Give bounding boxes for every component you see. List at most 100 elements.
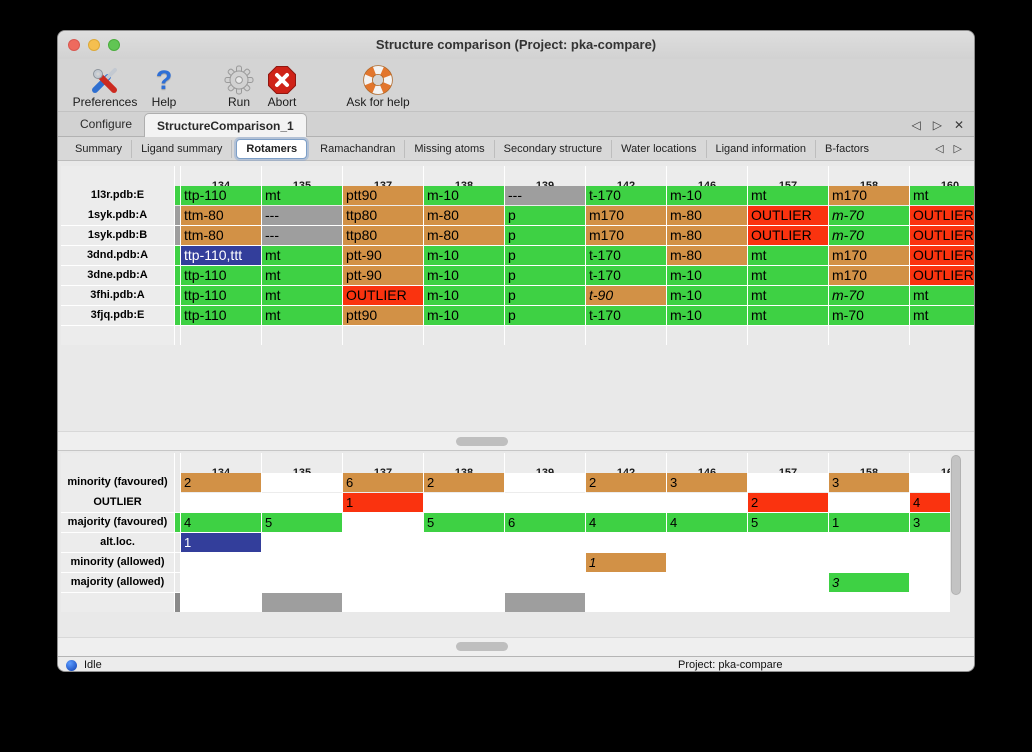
summary-cell[interactable] — [343, 513, 423, 532]
summary-cell[interactable]: 4 — [667, 513, 747, 532]
rotamer-cell[interactable]: p — [505, 266, 585, 285]
summary-cell[interactable] — [586, 493, 666, 512]
summary-cell[interactable] — [181, 573, 261, 592]
summary-cell[interactable]: 1 — [181, 533, 261, 552]
rotamer-cell[interactable]: t-170 — [586, 306, 666, 325]
summary-cell[interactable]: 2 — [424, 473, 504, 492]
subtab-ligand-summary[interactable]: Ligand summary — [132, 139, 233, 158]
row-label[interactable]: minority (favoured) — [61, 473, 174, 492]
rotamer-cell[interactable]: mt — [262, 266, 342, 285]
vertical-scrollbar[interactable] — [951, 455, 961, 631]
summary-cell[interactable] — [343, 573, 423, 592]
rotamer-cell[interactable]: m-80 — [667, 226, 747, 245]
minimize-window-button[interactable] — [88, 39, 100, 51]
rotamer-cell[interactable]: ttp-110 — [181, 186, 261, 205]
subtab-water-locations[interactable]: Water locations — [612, 139, 707, 158]
subtab-scroll-left-icon[interactable]: ◁ — [935, 143, 944, 155]
rotamer-cell[interactable]: mt — [910, 286, 974, 305]
rotamer-cell[interactable]: OUTLIER — [748, 206, 828, 225]
splitter-handle[interactable] — [456, 437, 508, 446]
rotamer-cell[interactable]: --- — [262, 206, 342, 225]
row-label[interactable]: minority (allowed) — [61, 553, 174, 572]
subtab-scroll-right-icon[interactable]: ▷ — [953, 143, 962, 155]
rotamer-cell[interactable]: m170 — [829, 186, 909, 205]
summary-cell[interactable] — [667, 493, 747, 512]
rotamer-cell[interactable]: OUTLIER — [343, 286, 423, 305]
rotamer-cell[interactable]: mt — [910, 306, 974, 325]
tab-scroll-right-icon[interactable]: ▷ — [932, 118, 942, 132]
summary-cell[interactable]: 3 — [667, 473, 747, 492]
tab-configure[interactable]: Configure — [68, 112, 144, 136]
summary-cell[interactable] — [667, 533, 747, 552]
rotamer-cell[interactable]: mt — [748, 286, 828, 305]
rotamer-cell[interactable]: t-90 — [586, 286, 666, 305]
pane-splitter[interactable] — [58, 431, 974, 451]
rotamer-cell[interactable]: mt — [748, 186, 828, 205]
rotamer-cell[interactable]: mt — [262, 186, 342, 205]
preferences-button[interactable]: Preferences — [66, 61, 144, 109]
rotamer-cell[interactable]: --- — [262, 226, 342, 245]
summary-cell[interactable] — [262, 493, 342, 512]
rotamer-cell[interactable]: OUTLIER — [910, 226, 974, 245]
rotamer-cell[interactable]: m170 — [829, 246, 909, 265]
rotamer-cell[interactable]: mt — [262, 306, 342, 325]
rotamer-cell[interactable]: m170 — [586, 206, 666, 225]
summary-cell[interactable] — [910, 473, 950, 492]
summary-cell[interactable]: 2 — [181, 473, 261, 492]
summary-cell[interactable] — [424, 533, 504, 552]
rotamer-cell[interactable]: p — [505, 246, 585, 265]
rotamer-cell[interactable]: p — [505, 306, 585, 325]
help-button[interactable]: ? Help — [144, 61, 184, 109]
summary-cell[interactable]: 1 — [829, 513, 909, 532]
rotamer-cell[interactable]: OUTLIER — [748, 226, 828, 245]
summary-cell[interactable]: 4 — [181, 513, 261, 532]
rotamer-cell[interactable]: t-170 — [586, 246, 666, 265]
rotamer-cell[interactable]: m-70 — [829, 306, 909, 325]
rotamer-cell[interactable]: t-170 — [586, 186, 666, 205]
rotamer-cell[interactable]: mt — [262, 286, 342, 305]
rotamer-cell[interactable]: m-80 — [667, 246, 747, 265]
row-label[interactable]: OUTLIER — [61, 493, 174, 512]
run-button[interactable]: Run — [219, 61, 259, 109]
summary-cell[interactable]: 1 — [586, 553, 666, 572]
rotamer-cell[interactable]: OUTLIER — [910, 246, 974, 265]
row-label[interactable]: 3fjq.pdb:E — [61, 306, 174, 325]
zoom-window-button[interactable] — [108, 39, 120, 51]
rotamer-cell[interactable]: ptt-90 — [343, 246, 423, 265]
abort-button[interactable]: Abort — [259, 61, 305, 109]
summary-cell[interactable] — [505, 473, 585, 492]
summary-cell[interactable] — [748, 573, 828, 592]
row-label[interactable]: 3dne.pdb:A — [61, 266, 174, 285]
summary-cell[interactable] — [748, 473, 828, 492]
subtab-ligand-information[interactable]: Ligand information — [707, 139, 817, 158]
row-label[interactable]: 3dnd.pdb:A — [61, 246, 174, 265]
summary-cell[interactable] — [748, 533, 828, 552]
rotamer-cell[interactable]: m-10 — [424, 186, 504, 205]
subtab-ramachandran[interactable]: Ramachandran — [311, 139, 406, 158]
summary-cell[interactable]: 6 — [343, 473, 423, 492]
summary-cell[interactable] — [181, 493, 261, 512]
rotamer-cell[interactable]: ttp-110 — [181, 306, 261, 325]
rotamer-cell[interactable]: mt — [748, 306, 828, 325]
rotamer-cell[interactable]: p — [505, 226, 585, 245]
summary-cell[interactable]: 3 — [910, 513, 950, 532]
summary-cell[interactable] — [829, 533, 909, 552]
subtab-summary[interactable]: Summary — [66, 139, 133, 158]
rotamer-cell[interactable]: ttp80 — [343, 206, 423, 225]
summary-cell[interactable] — [667, 553, 747, 572]
summary-cell[interactable] — [424, 493, 504, 512]
summary-cell[interactable]: 5 — [748, 513, 828, 532]
row-label[interactable]: 1syk.pdb:B — [61, 226, 174, 245]
row-label[interactable]: 3fhi.pdb:A — [61, 286, 174, 305]
rotamer-cell[interactable]: m-10 — [424, 286, 504, 305]
summary-cell[interactable] — [505, 573, 585, 592]
rotamer-cell[interactable]: ptt-90 — [343, 266, 423, 285]
rotamer-cell[interactable]: m-70 — [829, 286, 909, 305]
summary-cell[interactable] — [586, 573, 666, 592]
rotamer-cell[interactable]: p — [505, 286, 585, 305]
rotamer-cell[interactable]: mt — [748, 266, 828, 285]
row-label[interactable]: majority (allowed) — [61, 573, 174, 592]
summary-cell[interactable]: 2 — [748, 493, 828, 512]
summary-cell[interactable]: 6 — [505, 513, 585, 532]
rotamer-cell[interactable]: OUTLIER — [910, 206, 974, 225]
